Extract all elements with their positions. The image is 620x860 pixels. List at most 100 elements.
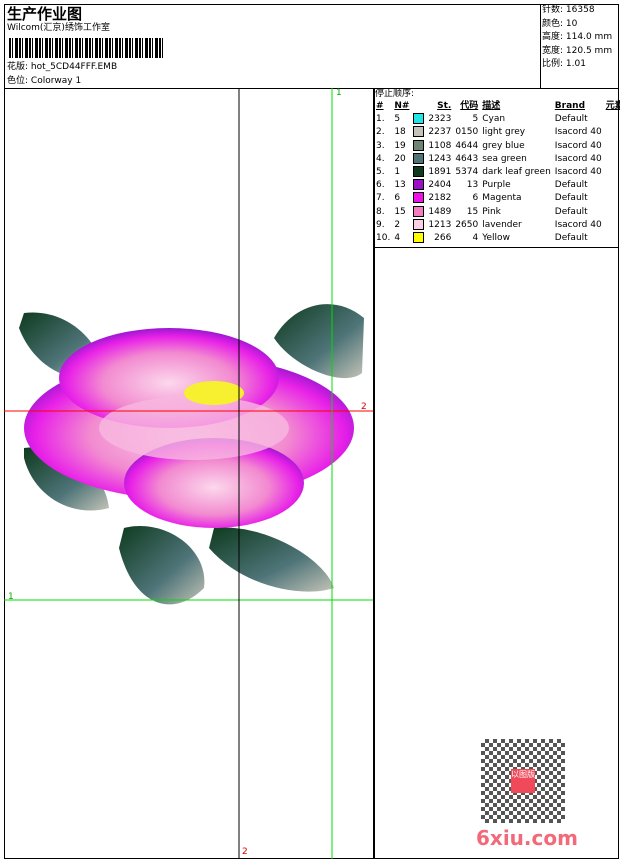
element-cell <box>604 219 620 232</box>
column-header: # <box>376 101 384 112</box>
row-index: 7. <box>376 193 385 204</box>
thread-code: 4 <box>472 232 479 243</box>
colorway-value: Colorway 1 <box>30 76 82 86</box>
column-header: 描述 <box>482 101 501 112</box>
thread-code: 4643 <box>455 153 479 164</box>
thread-brand: Default <box>554 232 588 243</box>
needle-number: 2 <box>394 219 401 230</box>
element-cell <box>604 126 620 139</box>
color-swatch <box>413 152 425 164</box>
info-row: 宽度: 120.5 mm <box>542 46 612 57</box>
color-swatch <box>413 231 425 243</box>
row-index: 6. <box>376 180 385 191</box>
thread-description: Cyan <box>482 114 506 125</box>
column-header: Brand <box>554 101 586 112</box>
thread-description: dark leaf green <box>482 167 551 178</box>
swatch-cell <box>411 113 426 126</box>
info-label: 比例: <box>542 59 564 69</box>
column-header: 代码 <box>460 101 479 112</box>
row-index: 2. <box>376 127 385 138</box>
info-label: 颜色: <box>542 18 564 29</box>
table-row: 9. 2 1213 2650 lavender Isacord 40 <box>374 218 620 232</box>
thread-brand: Default <box>554 180 588 191</box>
marker-1-top: 1 <box>336 88 342 98</box>
divider <box>373 88 375 859</box>
swatch-cell <box>411 126 426 139</box>
stitch-count: 1108 <box>428 140 452 151</box>
thread-description: Yellow <box>482 232 510 243</box>
site-logo: 6xiu.com <box>476 826 578 850</box>
row-index: 4. <box>376 153 385 164</box>
stitch-count: 2237 <box>428 127 452 138</box>
company-name: Wilcom(汇京)绣饰工作室 <box>7 23 110 33</box>
row-index: 5. <box>376 167 385 178</box>
info-label: 高度: <box>542 32 564 42</box>
needle-number: 13 <box>394 180 406 191</box>
row-index: 3. <box>376 140 385 151</box>
table-row: 2. 18 2237 0150 light grey Isacord 40 <box>374 126 620 139</box>
color-swatch <box>413 139 425 151</box>
thread-brand: Default <box>554 206 588 217</box>
element-cell <box>604 206 620 219</box>
thread-brand: Isacord 40 <box>554 219 602 230</box>
element-cell <box>604 113 620 126</box>
table-row: 3. 19 1108 4644 grey blue Isacord 40 <box>374 139 620 153</box>
thread-brand: Default <box>554 114 588 125</box>
info-value: 114.0 mm <box>565 32 613 42</box>
needle-number: 4 <box>394 232 401 243</box>
stitch-count: 2404 <box>428 180 452 191</box>
color-swatch <box>413 192 425 204</box>
column-header: N# <box>394 101 410 112</box>
thread-description: Pink <box>482 206 501 217</box>
thread-brand: Default <box>554 193 588 204</box>
marker-2-right: 2 <box>361 402 367 412</box>
column-header: St. <box>437 101 452 112</box>
color-swatch <box>413 126 425 138</box>
design-canvas <box>4 88 373 859</box>
table-row: 1. 5 2323 5 Cyan Default <box>374 113 620 126</box>
table-row: 6. 13 2404 13 Purple Default <box>374 179 620 192</box>
swatch-cell <box>411 192 426 205</box>
thread-description: grey blue <box>482 140 525 151</box>
thread-code: 2650 <box>455 219 479 230</box>
info-value: 1.01 <box>565 59 586 69</box>
swatch-cell <box>411 231 426 245</box>
stitch-count: 1891 <box>428 167 452 178</box>
thread-code: 5 <box>472 114 479 125</box>
element-cell <box>604 192 620 205</box>
thread-brand: Isacord 40 <box>554 140 602 151</box>
info-label: 宽度: <box>542 45 564 56</box>
stitch-count: 1489 <box>428 206 452 217</box>
flower-embroidery <box>19 304 364 605</box>
element-cell <box>604 140 620 153</box>
row-index: 1. <box>376 114 385 125</box>
needle-number: 19 <box>394 140 406 151</box>
element-cell <box>604 153 620 166</box>
design-label: 花版: hot_5CD44FFF.EMB <box>7 62 118 72</box>
info-label: 针数: <box>542 5 564 15</box>
page-title: 生产作业图 <box>7 5 83 23</box>
info-value: 10 <box>565 18 578 29</box>
needle-number: 18 <box>394 127 406 138</box>
swatch-cell <box>411 139 426 153</box>
table-row: 4. 20 1243 4643 sea green Isacord 40 <box>374 152 620 166</box>
stop-sequence-title: 停止顺序: <box>375 89 415 99</box>
thread-description: Magenta <box>482 193 522 204</box>
stitch-count: 266 <box>434 232 452 243</box>
thread-description: sea green <box>482 153 527 164</box>
stitch-count: 2182 <box>428 193 452 204</box>
thread-brand: Isacord 40 <box>554 167 602 178</box>
barcode <box>9 38 163 58</box>
needle-number: 15 <box>394 206 406 217</box>
element-cell <box>604 179 620 192</box>
swatch-cell <box>411 166 426 179</box>
thread-code: 0150 <box>455 127 479 138</box>
table-row: 5. 1 1891 5374 dark leaf green Isacord 4… <box>374 166 620 179</box>
element-cell <box>604 166 620 179</box>
stitch-count: 1213 <box>428 219 452 230</box>
color-sequence-table: # N# St. 代码 描述 Brand 元素 1. 5 2323 5 Cyan Defau… <box>374 100 620 245</box>
color-swatch <box>413 205 425 217</box>
table-row: 7. 6 2182 6 Magenta Default <box>374 192 620 205</box>
needle-number: 1 <box>394 167 401 178</box>
